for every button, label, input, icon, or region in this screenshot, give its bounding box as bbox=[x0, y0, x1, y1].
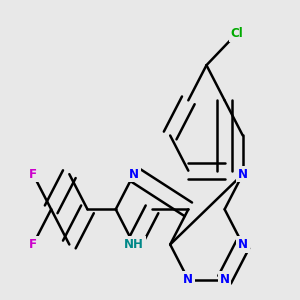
Text: N: N bbox=[129, 168, 139, 181]
Text: F: F bbox=[29, 168, 37, 181]
Text: F: F bbox=[29, 238, 37, 251]
Text: N: N bbox=[238, 168, 248, 181]
Text: N: N bbox=[238, 238, 248, 251]
Text: Cl: Cl bbox=[230, 27, 243, 40]
Text: N: N bbox=[183, 273, 193, 286]
Text: N: N bbox=[220, 273, 230, 286]
Text: NH: NH bbox=[124, 238, 144, 251]
